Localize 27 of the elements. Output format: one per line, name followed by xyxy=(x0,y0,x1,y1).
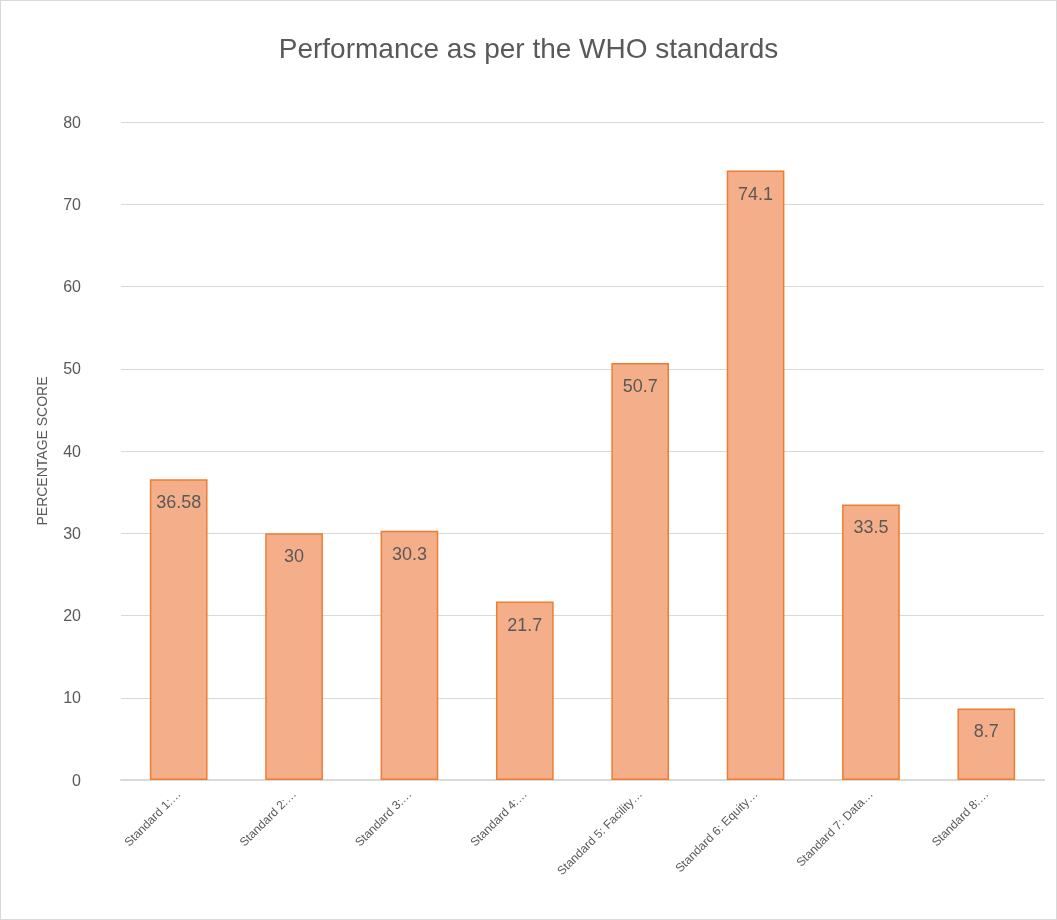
data-label: 50.7 xyxy=(622,375,658,396)
bar xyxy=(726,170,785,780)
y-tick-label: 60 xyxy=(63,278,82,295)
data-label: 36.58 xyxy=(156,492,202,513)
y-tick-label: 80 xyxy=(63,113,82,131)
y-tick-label: 20 xyxy=(63,607,82,624)
data-label: 74.1 xyxy=(738,183,774,204)
y-tick-label: 10 xyxy=(63,689,82,707)
bar xyxy=(957,708,1016,780)
y-tick-label: 70 xyxy=(63,195,82,213)
y-tick-label: 50 xyxy=(63,360,82,378)
bar xyxy=(265,533,323,780)
y-tick-label: 0 xyxy=(72,771,82,789)
bar xyxy=(842,504,900,780)
bar xyxy=(611,362,670,780)
y-tick-label: 30 xyxy=(63,524,82,542)
bar xyxy=(495,601,554,780)
bar xyxy=(380,530,439,780)
y-tick-label: 40 xyxy=(63,442,82,460)
chart-title: Performance as per the WHO standards xyxy=(278,32,779,64)
data-label: 21.7 xyxy=(507,614,543,635)
data-label: 8.7 xyxy=(973,721,999,742)
data-label: 30 xyxy=(284,546,305,567)
data-label: 33.5 xyxy=(853,517,889,538)
bar xyxy=(149,479,208,780)
data-label: 30.3 xyxy=(391,543,427,564)
y-axis-title: PERCENTAGE SCORE xyxy=(34,376,50,526)
